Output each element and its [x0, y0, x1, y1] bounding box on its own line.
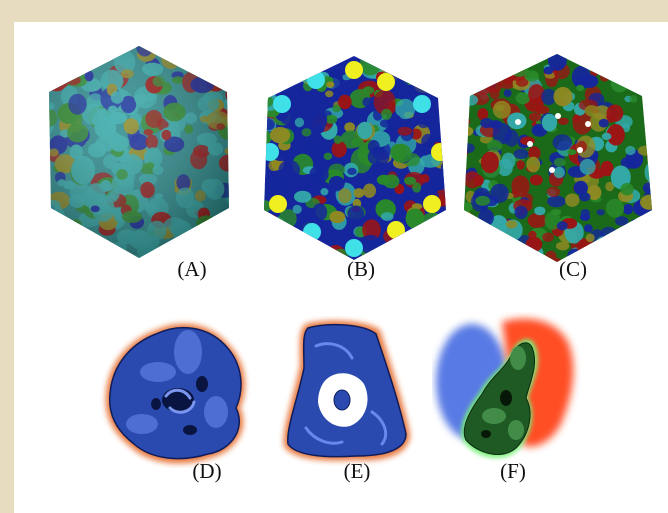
capsid-a-image — [49, 46, 229, 258]
segmentation-f-image — [436, 318, 574, 458]
caption-f: (F) — [500, 459, 526, 483]
caption-c: (C) — [559, 257, 587, 281]
caption-e: (E) — [343, 459, 371, 483]
figure-panel: (A) (B) (C) (D) (E) (F) — [14, 22, 668, 513]
density-map-d-image — [105, 323, 245, 464]
caption-b: (B) — [347, 257, 375, 281]
caption-d: (D) — [192, 459, 222, 483]
caption-a: (A) — [177, 257, 207, 281]
capsid-b-image — [264, 56, 446, 260]
capsid-c-image — [464, 54, 652, 262]
density-map-e-image — [283, 320, 410, 461]
